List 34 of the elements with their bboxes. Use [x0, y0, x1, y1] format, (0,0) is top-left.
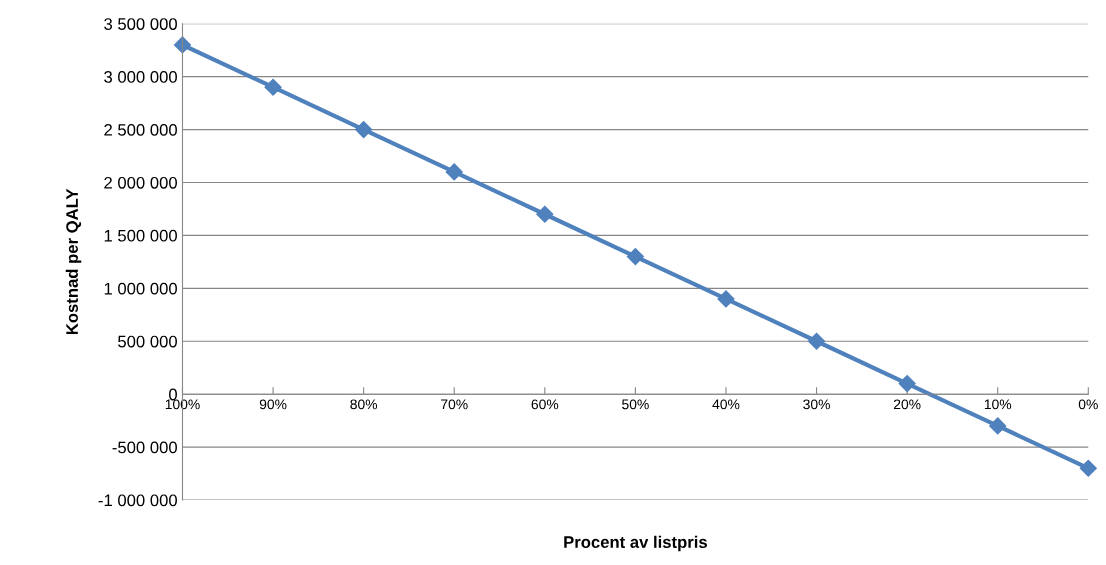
x-tick-label: 10% [984, 399, 1012, 410]
point [717, 290, 735, 308]
point [445, 163, 463, 181]
point [626, 248, 644, 266]
x-axis-title: Procent av listpris [564, 535, 707, 552]
x-tick-label: 0% [1078, 399, 1098, 410]
x-tick-label: 40% [712, 399, 740, 410]
x-tick-label: 30% [803, 399, 830, 410]
point [1079, 459, 1097, 477]
y-tick-label: 1 000 000 [104, 282, 177, 295]
y-axis-title: Kostnad per QALY [65, 188, 82, 335]
y-tick-label: -500 000 [112, 441, 177, 454]
point [536, 205, 554, 223]
x-tick-label: 20% [893, 399, 921, 410]
x-tick-label: 90% [259, 399, 287, 410]
x-tick-label: 60% [531, 399, 559, 410]
y-tick-label: -1 000 000 [98, 494, 177, 507]
y-tick-label: 500 000 [118, 335, 177, 348]
y-tick-label: 3 000 000 [104, 71, 177, 83]
y-tick-label: 0 [169, 388, 177, 401]
y-tick-label: 2 000 000 [104, 176, 177, 189]
point [989, 417, 1007, 435]
point [808, 332, 826, 350]
y-tick-label: 1 500 000 [104, 229, 177, 242]
point [264, 78, 282, 96]
x-tick-label: 50% [622, 399, 649, 410]
y-tick-label: 2 500 000 [104, 123, 177, 136]
y-tick-label: 3 500 000 [104, 18, 177, 30]
point [355, 121, 373, 139]
x-tick-label: 80% [350, 399, 378, 410]
point [898, 375, 916, 393]
x-tick-label: 70% [441, 399, 468, 410]
point [173, 36, 192, 54]
x-tick-label: 100% [165, 399, 200, 410]
